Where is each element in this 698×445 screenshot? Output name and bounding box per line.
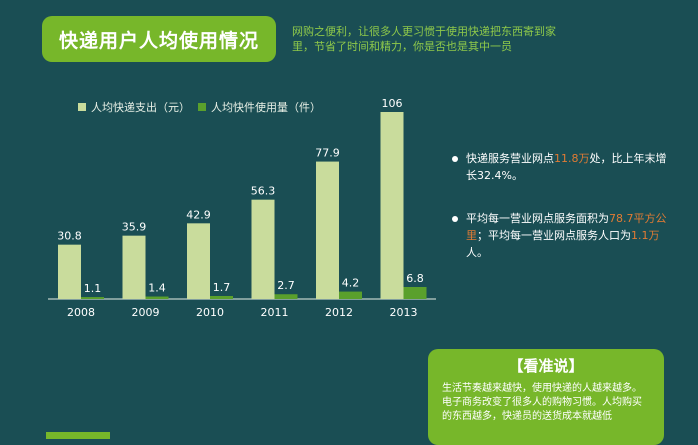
- data-label: 35.9: [122, 221, 147, 234]
- x-tick-label: 2008: [67, 306, 95, 319]
- data-label: 30.8: [57, 230, 82, 243]
- bar-spending: [58, 244, 81, 299]
- data-label: 77.9: [315, 147, 340, 160]
- bar-spending: [380, 112, 404, 299]
- page-title: 快递用户人均使用情况: [42, 16, 276, 62]
- bar-usage: [403, 287, 427, 299]
- stats-list: 快递服务营业网点11.8万处，比上年末增长32.4%。 平均每一营业网点服务面积…: [452, 150, 672, 287]
- data-label: 1.1: [84, 282, 102, 295]
- legend-label-spending: 人均快递支出（元）: [91, 101, 190, 114]
- legend-item-spending: 人均快递支出（元）: [78, 99, 190, 115]
- bar-usage: [274, 294, 298, 299]
- stat-item: 快递服务营业网点11.8万处，比上年末增长32.4%。: [452, 150, 672, 184]
- data-label: 56.3: [251, 185, 276, 198]
- bar-usage: [339, 291, 362, 299]
- bar-spending: [187, 223, 210, 299]
- bar-chart: 30.8 1.1 2008 35.9 1.4 2009 42.9 1.7 2010 56.3 2.7…: [48, 97, 436, 319]
- legend-item-usage: 人均快件使用量（件）: [198, 99, 321, 115]
- decorative-bar: [46, 432, 110, 439]
- stat-text: 快递服务营业网点11.8万处，比上年末增长32.4%。: [466, 152, 667, 182]
- data-label: 1.4: [148, 282, 166, 295]
- stat-item: 平均每一营业网点服务面积为78.7平方公里；平均每一营业网点服务人口为1.1万人…: [452, 210, 672, 261]
- bar-usage: [145, 296, 169, 299]
- bar-usage: [210, 296, 233, 299]
- data-label: 42.9: [186, 208, 211, 221]
- bar-spending: [316, 161, 339, 299]
- data-label: 4.2: [342, 277, 360, 290]
- review-title: 【看准说】: [508, 357, 584, 375]
- data-label: 1.7: [213, 281, 231, 294]
- review-box: 【看准说】 生活节奏越来越快，使用快递的人越来越多。电子商务改变了很多人的购物习…: [428, 349, 664, 445]
- bullet-dot-icon: [452, 156, 458, 162]
- bar-spending: [251, 199, 275, 299]
- bar-spending: [122, 235, 146, 299]
- data-label: 6.8: [406, 272, 424, 285]
- legend-swatch-spending: [78, 103, 86, 111]
- x-tick-label: 2012: [325, 306, 353, 319]
- legend-swatch-usage: [198, 103, 206, 111]
- page-subtitle: 网购之便利，让很多人更习惯于使用快递把东西寄到家里，节省了时间和精力，你是否也是…: [292, 25, 556, 53]
- x-tick-label: 2013: [390, 306, 418, 319]
- bullet-dot-icon: [452, 216, 458, 222]
- legend-label-usage: 人均快件使用量（件）: [211, 101, 321, 114]
- stat-text: 平均每一营业网点服务面积为78.7平方公里；平均每一营业网点服务人口为1.1万人…: [466, 212, 667, 259]
- x-tick-label: 2009: [132, 306, 160, 319]
- bar-usage: [81, 297, 104, 299]
- data-label: 2.7: [277, 279, 295, 292]
- x-tick-label: 2010: [196, 306, 224, 319]
- data-label: 106: [382, 97, 403, 110]
- review-body: 生活节奏越来越快，使用快递的人越来越多。电子商务改变了很多人的购物习惯。人均购买…: [442, 383, 642, 422]
- x-tick-label: 2011: [261, 306, 289, 319]
